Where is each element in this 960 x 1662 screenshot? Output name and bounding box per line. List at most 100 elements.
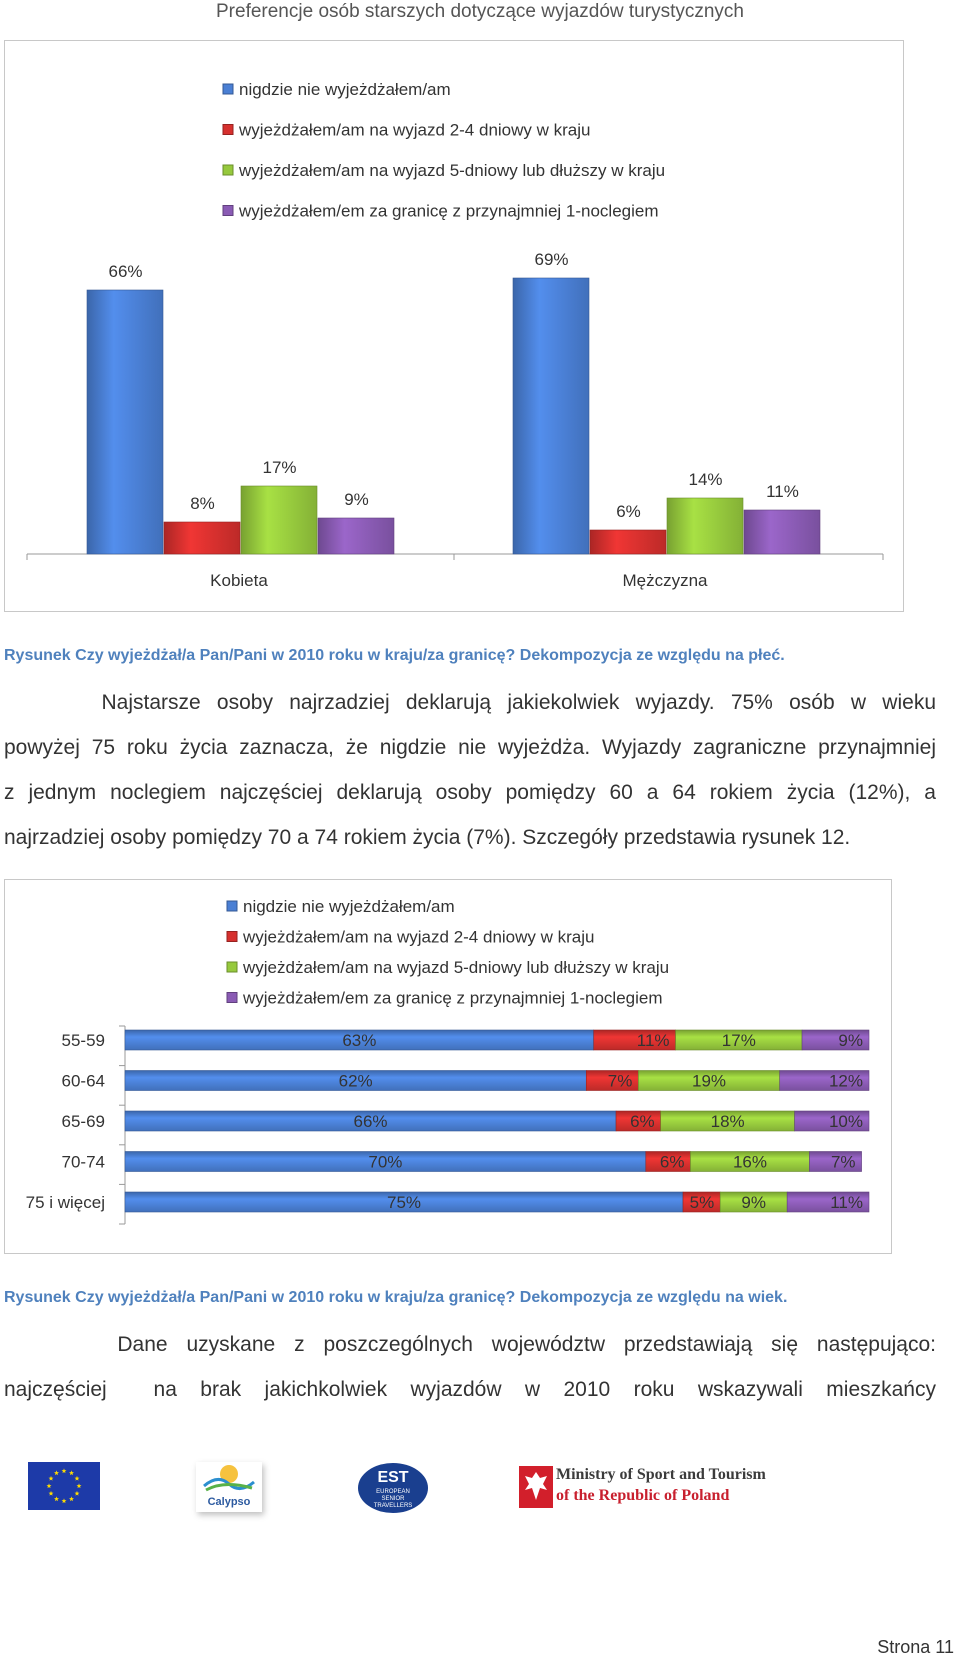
page-header-title: Preferencje osób starszych dotyczące wyj…	[216, 1, 744, 22]
data-label: 17%	[262, 458, 296, 477]
data-label: 63%	[342, 1031, 376, 1050]
eu-star-icon	[74, 1490, 80, 1496]
paragraph-regions: Dane uzyskane z poszczególnych województ…	[4, 1322, 936, 1412]
est-logo-subtitle: EUROPEAN SENIOR TRAVELLERS	[373, 1489, 413, 1509]
legend-swatch	[226, 900, 238, 912]
paragraph-line: powyżej 75 roku życia zaznacza, że nigdz…	[4, 736, 936, 759]
data-label: 7%	[831, 1153, 856, 1172]
eu-star-icon	[61, 1468, 67, 1474]
paragraph-line: z jednym noclegiem najczęściej deklarują…	[4, 781, 936, 804]
category-label: 65-69	[62, 1112, 105, 1131]
page-header: Preferencje osób starszych dotyczące wyj…	[0, 0, 960, 24]
legend-label: wyjeżdżałem/em za granicę z przynajmniej…	[242, 989, 663, 1008]
legend-swatch	[222, 205, 234, 216]
bar-segment	[786, 1191, 870, 1213]
polish-eagle-icon	[519, 1466, 553, 1508]
data-label: 5%	[690, 1193, 715, 1212]
eu-star-icon	[46, 1483, 52, 1489]
page-number: Strona 11	[877, 1637, 954, 1657]
legend-label: wyjeżdżałem/am na wyjazd 2-4 dniowy w kr…	[242, 928, 594, 947]
calypso-icon	[203, 1465, 255, 1492]
legend-label: nigdzie nie wyjeżdżałem/am	[243, 897, 455, 916]
age-chart-frame: nigdzie nie wyjeżdżałem/am wyjeżdżałem/am…	[4, 879, 892, 1254]
category-label: 60-64	[62, 1072, 105, 1091]
data-label: 9%	[741, 1193, 766, 1212]
legend-label: nigdzie nie wyjeżdżałem/am	[239, 80, 451, 99]
eu-star-icon	[74, 1475, 80, 1481]
ministry-logo: Ministry of Sport and Tourism of the Rep…	[519, 1463, 771, 1511]
bar	[512, 277, 590, 555]
est-logo-title: EST	[377, 1469, 409, 1486]
eu-star-icon	[54, 1470, 59, 1476]
data-label: 6%	[660, 1153, 685, 1172]
data-label: 75%	[387, 1193, 421, 1212]
gender-chart: nigdzie nie wyjeżdżałem/am wyjeżdżałem/am…	[26, 80, 884, 590]
bar-segment	[794, 1110, 870, 1132]
legend-swatch	[226, 992, 238, 1003]
bar	[86, 289, 164, 555]
paragraph-line: najczęściej na brak jakichkolwiek wyjazd…	[4, 1378, 936, 1401]
bar-segment	[779, 1070, 870, 1091]
bar	[317, 517, 395, 555]
eu-flag-logo	[28, 1462, 100, 1510]
figure-caption-age: Rysunek Czy wyjeżdżał/a Pan/Pani w 2010 …	[4, 1289, 788, 1306]
data-label: 66%	[354, 1112, 388, 1131]
bar	[240, 485, 318, 555]
ministry-logo-line2: of the Republic of Poland	[556, 1487, 730, 1504]
category-label: Kobieta	[210, 571, 268, 590]
data-label: 8%	[190, 494, 215, 513]
bar-segment	[809, 1151, 862, 1172]
legend-label: wyjeżdżałem/am na wyjazd 2-4 dniowy w kr…	[238, 121, 590, 140]
data-label: 70%	[368, 1153, 402, 1172]
legend-swatch	[222, 83, 234, 95]
legend-swatch	[226, 961, 238, 973]
data-label: 66%	[108, 262, 142, 281]
category-label: 75 i więcej	[26, 1193, 105, 1212]
data-label: 7%	[608, 1072, 633, 1091]
bar	[163, 521, 241, 555]
data-label: 16%	[733, 1153, 767, 1172]
data-label: 69%	[534, 250, 568, 269]
data-label: 14%	[688, 470, 722, 489]
data-label: 11%	[830, 1193, 863, 1212]
eu-star-icon	[76, 1483, 82, 1489]
bar	[589, 529, 667, 555]
data-label: 11%	[637, 1031, 670, 1050]
age-chart: nigdzie nie wyjeżdżałem/am wyjeżdżałem/am…	[26, 897, 870, 1225]
data-label: 19%	[692, 1072, 726, 1091]
legend-label: wyjeżdżałem/em za granicę z przynajmniej…	[238, 202, 659, 221]
data-label: 10%	[829, 1112, 863, 1131]
bar	[666, 497, 744, 555]
est-logo: EST EUROPEAN SENIOR TRAVELLERS	[358, 1463, 428, 1513]
data-label: 11%	[766, 482, 799, 501]
data-label: 9%	[344, 490, 369, 509]
legend-swatch	[226, 931, 238, 942]
bar-segment	[801, 1029, 870, 1051]
legend-label: wyjeżdżałem/am na wyjazd 5-dniowy lub dł…	[238, 161, 665, 180]
paragraph-line: najrzadziej osoby pomiędzy 70 a 74 rokie…	[4, 826, 851, 849]
category-label: 55-59	[62, 1031, 105, 1050]
legend-swatch	[222, 164, 234, 176]
gender-chart-frame: nigdzie nie wyjeżdżałem/am wyjeżdżałem/am…	[4, 40, 904, 612]
data-label: 62%	[339, 1072, 373, 1091]
eu-star-icon	[69, 1496, 74, 1502]
data-label: 6%	[630, 1112, 655, 1131]
eu-star-icon	[48, 1475, 54, 1481]
legend-swatch	[222, 124, 234, 135]
eu-star-icon	[61, 1498, 67, 1504]
data-label: 6%	[616, 502, 641, 521]
bar	[743, 509, 821, 555]
paragraph-line: Najstarsze osoby najrzadziej deklarują j…	[4, 691, 936, 714]
category-label: 70-74	[62, 1153, 105, 1172]
data-label: 12%	[829, 1072, 863, 1091]
category-label: Mężczyzna	[622, 571, 708, 590]
eu-star-icon	[69, 1470, 74, 1476]
legend-label: wyjeżdżałem/am na wyjazd 5-dniowy lub dł…	[242, 958, 669, 977]
eu-star-icon	[48, 1490, 54, 1496]
calypso-logo: Calypso	[196, 1462, 262, 1512]
paragraph-line: Dane uzyskane z poszczególnych województ…	[4, 1333, 936, 1356]
paragraph-age-summary: Najstarsze osoby najrzadziej deklarują j…	[4, 680, 936, 860]
eu-flag-icon	[28, 1462, 100, 1510]
ministry-logo-line1: Ministry of Sport and Tourism	[556, 1466, 766, 1483]
figure-caption-gender: Rysunek Czy wyjeżdżał/a Pan/Pani w 2010 …	[4, 647, 785, 664]
